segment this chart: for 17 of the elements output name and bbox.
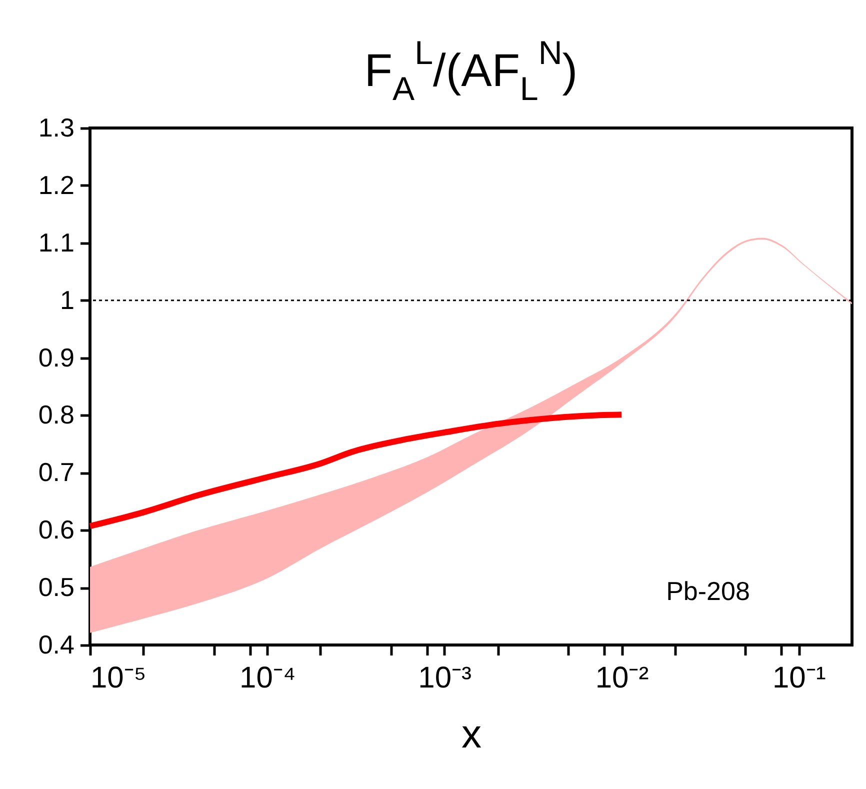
x-tick-label: 10⁻⁴	[240, 662, 296, 694]
y-tick-label: 0.5	[38, 572, 74, 602]
y-tick-label: 0.4	[38, 630, 74, 660]
annotation: Pb-208	[666, 576, 750, 606]
y-tick-label: 1.3	[38, 112, 74, 142]
y-tick-label: 1.2	[38, 170, 74, 200]
y-tick-label: 0.8	[38, 400, 74, 430]
x-tick-label: 10⁻¹	[772, 662, 826, 694]
x-tick-label: 10⁻⁵	[90, 662, 146, 694]
y-tick-label: 1.1	[38, 227, 74, 258]
x-axis-title: x	[462, 712, 482, 756]
y-tick-label: 1	[60, 284, 74, 315]
y-tick-label: 0.9	[38, 342, 74, 372]
x-tick-label: 10⁻²	[595, 662, 649, 694]
x-tick-label: 10⁻³	[418, 662, 472, 694]
y-tick-label: 0.6	[38, 514, 74, 545]
y-tick-label: 0.7	[38, 457, 74, 488]
